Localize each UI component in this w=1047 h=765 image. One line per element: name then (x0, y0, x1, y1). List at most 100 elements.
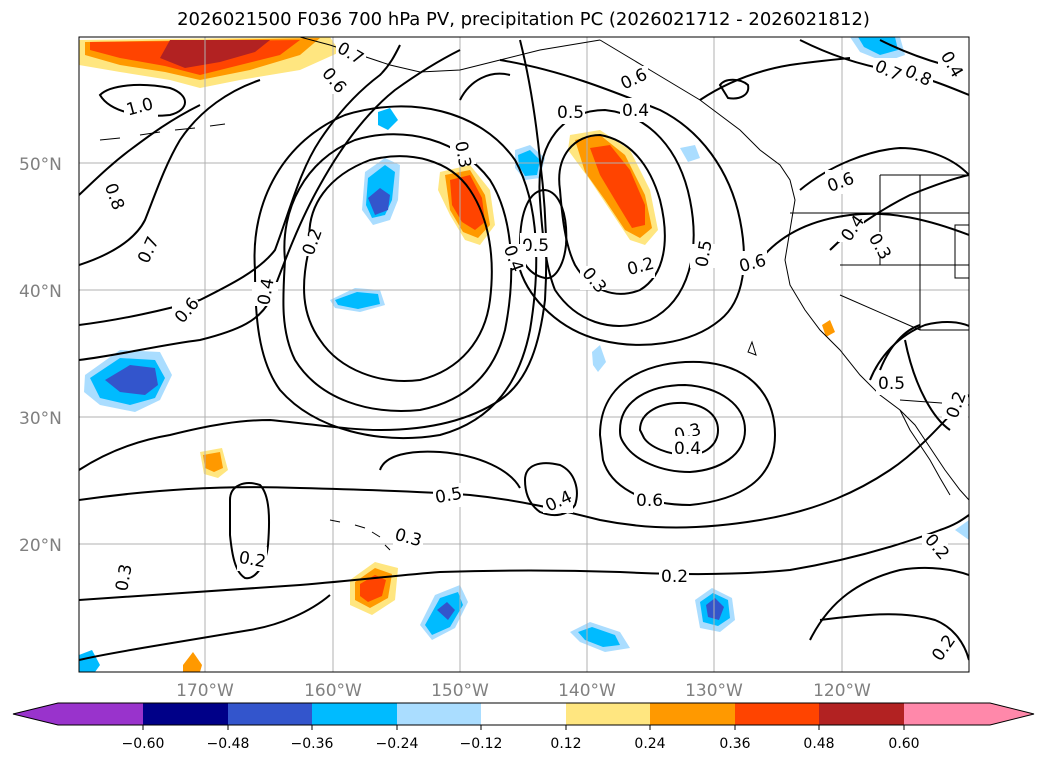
precip-positive-hawaii-inner (360, 575, 386, 602)
colorbar-tick-label: 0.36 (719, 736, 750, 752)
contour-se-0.2 (809, 566, 969, 641)
contour-label: 0.3 (112, 563, 136, 593)
contour-label: 0.4 (622, 101, 649, 121)
aleutian-islands (99, 123, 226, 141)
colorbar-bin (58, 703, 143, 725)
colorbar-bin (143, 703, 228, 725)
precip-positive-nw-max (160, 40, 270, 68)
contour-label: 0.5 (878, 374, 905, 394)
precip-negative-130w-inner (706, 598, 724, 620)
colorbar-bin (566, 703, 650, 725)
colorbar-tick-label: 0.24 (634, 736, 665, 752)
island-small (747, 340, 757, 356)
colorbar-bin (735, 703, 819, 725)
contour-label: 0.2 (237, 548, 267, 572)
contour-label: 0.2 (661, 567, 688, 587)
precip-negative-west-inner (105, 365, 158, 395)
colorbar-bin (397, 703, 481, 725)
hawaii-islands (329, 519, 391, 551)
graticule (79, 37, 969, 672)
colorbar: −0.60 −0.48 −0.36 −0.24 −0.12 0.12 0.24 … (12, 702, 1035, 752)
colorbar-extend-low (13, 703, 58, 725)
precip-negative-se-corner (955, 520, 969, 540)
precip-positive-150w-inner (450, 175, 485, 230)
contour-lobe-140w (558, 133, 666, 295)
map-title: 2026021500 F036 700 hPa PV, precipitatio… (177, 9, 870, 30)
contour-north-03 (459, 72, 511, 101)
precip-positive-dateline-core (203, 452, 223, 472)
contour-low-center (303, 155, 493, 382)
state-border-4 (839, 294, 969, 331)
contour-label: 0.6 (636, 491, 663, 511)
colorbar-tick-label: −0.60 (122, 736, 165, 752)
lat-label-40n: 40°N (19, 282, 62, 302)
contour-south-0.3 (79, 594, 331, 661)
contour-ring-04 (253, 105, 538, 439)
contour-ne-curve (699, 57, 851, 101)
lon-label-140w: 140°W (558, 681, 616, 701)
precip-negative-165w-inner (368, 188, 390, 215)
precip-negative-small4 (680, 145, 700, 162)
contour-ne-0.5 (869, 321, 969, 381)
lat-label-30n: 30°N (19, 409, 62, 429)
contour-0.4-south-oval (523, 462, 578, 517)
contour-label-group: 0.8 0.7 0.6 0.2 0.4 0.3 0.5 0.4 0.5 0.4 … (100, 38, 971, 665)
map-frame (78, 36, 970, 673)
precip-negative-hawaii-south-inner (437, 602, 455, 620)
contour-0.5-south (379, 450, 521, 489)
lon-label-150w: 150°W (431, 681, 489, 701)
precip-negative-140w-south-core (578, 627, 620, 647)
contour-label: 0.5 (557, 103, 584, 123)
contour-line-02-west (79, 79, 261, 266)
contour-south-wide (79, 394, 969, 529)
precip-negative-ne-core (858, 37, 898, 55)
colorbar-tick-label: −0.36 (291, 736, 334, 752)
colorbar-tick-label: −0.48 (207, 736, 250, 752)
lat-label-20n: 20°N (19, 536, 62, 556)
colorbar-tick-label: −0.12 (460, 736, 503, 752)
contour-0.4-north (518, 188, 568, 280)
precip-negative-small1 (378, 108, 398, 130)
colorbar-extend-high (990, 703, 1034, 725)
contour-label: 0.4 (674, 439, 701, 459)
contour-line-west-lower (79, 49, 461, 361)
precip-negative-small3 (592, 345, 606, 372)
contour-label: 0.5 (434, 484, 464, 508)
lon-label-160w: 160°W (304, 681, 362, 701)
lon-label-170w: 170°W (176, 681, 234, 701)
lon-label-120w: 120°W (813, 681, 871, 701)
lat-label-50n: 50°N (19, 155, 62, 175)
colorbar-tick-label: 0.60 (888, 736, 919, 752)
precip-positive-south (183, 652, 202, 672)
colorbar-bin (312, 703, 397, 725)
colorbar-tick-label: 0.12 (550, 736, 581, 752)
contour-south-0.2 (79, 514, 969, 601)
lon-label-130w: 130°W (685, 681, 743, 701)
contour-small-east (718, 78, 750, 100)
colorbar-bin (819, 703, 904, 725)
contour-label: 0.3 (450, 140, 474, 170)
contour-se-oval (819, 613, 969, 661)
precip-positive-140w-inner (590, 145, 645, 228)
contour-cyclone-east (618, 383, 747, 474)
precip-positive-coast (822, 320, 835, 337)
colorbar-bin (650, 703, 735, 725)
contour-ne-0.5b (879, 324, 951, 431)
colorbar-bin (904, 703, 990, 725)
contour-ring-03 (282, 133, 513, 412)
colorbar-outline (12, 702, 1035, 726)
colorbar-tick-label: −0.24 (376, 736, 419, 752)
baja-coast (899, 409, 951, 496)
colorbar-bin (228, 703, 312, 725)
contour-ne-0.6 (759, 212, 969, 261)
contour-label: 0.5 (692, 239, 716, 269)
precip-negative-sw-corner (79, 650, 100, 672)
north-america-coast (599, 39, 969, 501)
precip-negative-155w-core (335, 292, 380, 309)
contour-0.2-south-oval (229, 482, 271, 580)
contour-label: 0.5 (522, 236, 549, 256)
contour-label: 0.4 (254, 277, 278, 307)
state-border-5 (954, 224, 969, 279)
contour-cyclone-east-2 (638, 401, 720, 457)
